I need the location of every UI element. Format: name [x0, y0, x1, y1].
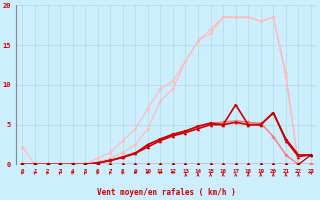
X-axis label: Vent moyen/en rafales ( km/h ): Vent moyen/en rafales ( km/h ) [97, 188, 236, 197]
